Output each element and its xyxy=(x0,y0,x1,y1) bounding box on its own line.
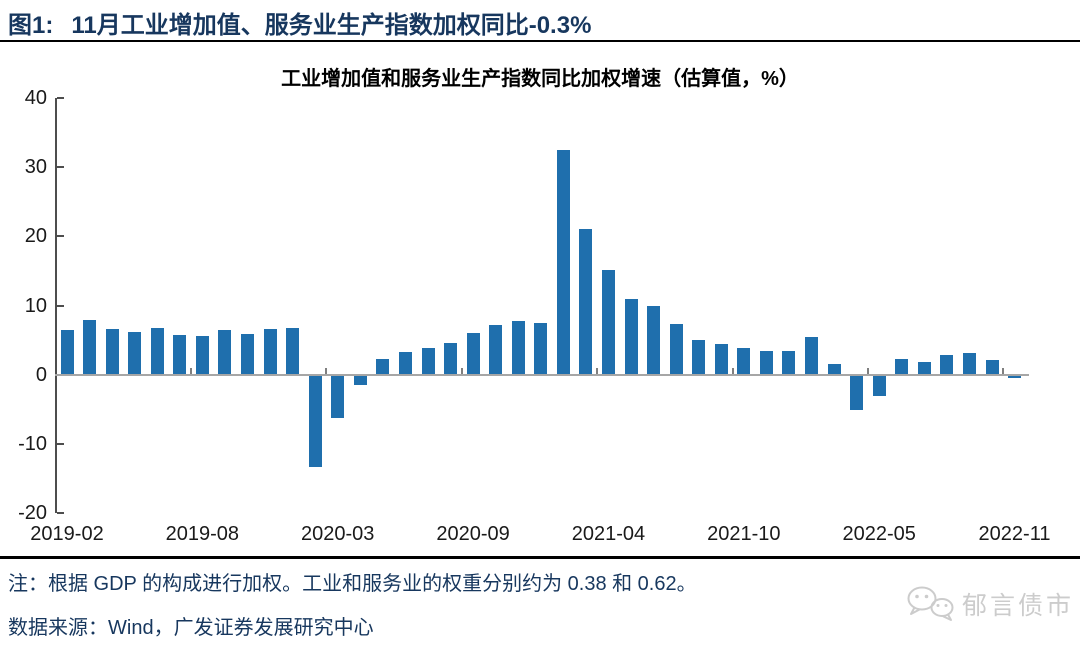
x-tick xyxy=(596,367,599,375)
bar xyxy=(286,327,300,375)
bar xyxy=(150,327,164,375)
figure-bottom-border xyxy=(0,556,1080,559)
bar xyxy=(759,351,773,375)
bar xyxy=(353,376,367,386)
y-tick xyxy=(57,512,64,514)
x-tick xyxy=(1002,367,1005,375)
x-tick xyxy=(325,367,328,375)
y-tick xyxy=(57,97,64,99)
footnote-note: 注：根据 GDP 的构成进行加权。工业和服务业的权重分别约为 0.38 和 0.… xyxy=(8,573,697,595)
figure-number-label: 图1: xyxy=(8,12,54,39)
bar xyxy=(241,333,254,375)
plot-area: 2019-02 2019-08 2020-03 2020-09 2021-04 2021-… xyxy=(30,97,1050,545)
bar xyxy=(985,360,999,375)
bar xyxy=(647,306,661,375)
bar xyxy=(669,324,683,375)
y-axis-label: -10 xyxy=(18,432,47,455)
zero-axis-line xyxy=(55,373,1029,376)
x-axis-label: 2020-03 xyxy=(301,523,375,545)
chart-title: 工业增加值和服务业生产指数同比加权增速（估算值，%） xyxy=(281,68,799,90)
watermark-label: 郁言债市 xyxy=(961,592,1074,620)
bar xyxy=(83,320,97,375)
x-axis-label: 2022-11 xyxy=(978,523,1051,545)
y-axis-label: 30 xyxy=(24,156,47,179)
bar xyxy=(782,350,796,375)
bar xyxy=(850,376,864,411)
bar xyxy=(173,335,187,375)
bar xyxy=(444,342,457,375)
bar xyxy=(714,344,728,375)
y-axis-label: 0 xyxy=(35,363,47,386)
y-axis-label: -20 xyxy=(18,502,47,524)
bar xyxy=(962,352,976,375)
x-tick xyxy=(731,367,734,375)
bar xyxy=(218,330,232,375)
figure-title-text: 11月工业增加值、服务业生产指数加权同比-0.3% xyxy=(71,12,592,39)
figure-heading: 图1: 11月工业增加值、服务业生产指数加权同比-0.3% xyxy=(8,5,1072,40)
x-tick xyxy=(190,367,193,375)
bar xyxy=(263,329,277,375)
y-tick xyxy=(57,235,64,238)
bar xyxy=(827,364,841,375)
y-tick xyxy=(57,442,64,445)
bar xyxy=(692,340,706,375)
bar xyxy=(421,347,435,375)
bar xyxy=(624,298,638,375)
y-tick xyxy=(57,166,64,169)
y-axis-label: 10 xyxy=(24,294,47,317)
bar xyxy=(195,335,209,375)
bar xyxy=(308,376,322,468)
bar xyxy=(737,348,751,375)
bar xyxy=(872,376,886,397)
x-axis-label: 2020-09 xyxy=(436,523,510,545)
bar xyxy=(105,329,119,375)
x-axis-label: 2019-02 xyxy=(30,523,104,545)
y-axis-labels: 40 30 20 10 0 -10 -20 xyxy=(0,0,47,658)
x-tick xyxy=(866,367,869,375)
y-axis-label: 40 xyxy=(24,87,47,109)
wechat-icon xyxy=(907,586,954,621)
bar xyxy=(489,324,503,375)
bar xyxy=(376,358,390,375)
bar xyxy=(579,229,593,375)
footnote-source: 数据来源：Wind，广发证券发展研究中心 xyxy=(8,617,374,639)
x-axis-label: 2022-05 xyxy=(842,523,916,545)
bar xyxy=(398,351,412,375)
x-axis-label: 2019-08 xyxy=(165,523,240,545)
bar xyxy=(466,333,480,375)
y-axis-label: 20 xyxy=(24,225,47,248)
x-axis-label: 2021-04 xyxy=(571,523,646,545)
bar xyxy=(601,270,615,375)
bar xyxy=(805,336,818,375)
bar xyxy=(917,361,931,375)
bar xyxy=(128,331,142,375)
bar xyxy=(331,376,345,419)
bar xyxy=(556,149,570,375)
x-axis-label: 2021-10 xyxy=(707,523,781,545)
y-axis-line xyxy=(55,98,57,513)
heading-divider-line xyxy=(0,40,1080,42)
watermark: 郁言债市 xyxy=(905,584,1074,624)
x-tick xyxy=(460,367,463,375)
bar xyxy=(895,358,909,375)
bar xyxy=(940,354,954,375)
bar xyxy=(511,321,525,375)
bar xyxy=(1008,376,1021,379)
bar xyxy=(60,329,74,375)
bar xyxy=(534,322,548,375)
y-tick xyxy=(57,304,64,307)
